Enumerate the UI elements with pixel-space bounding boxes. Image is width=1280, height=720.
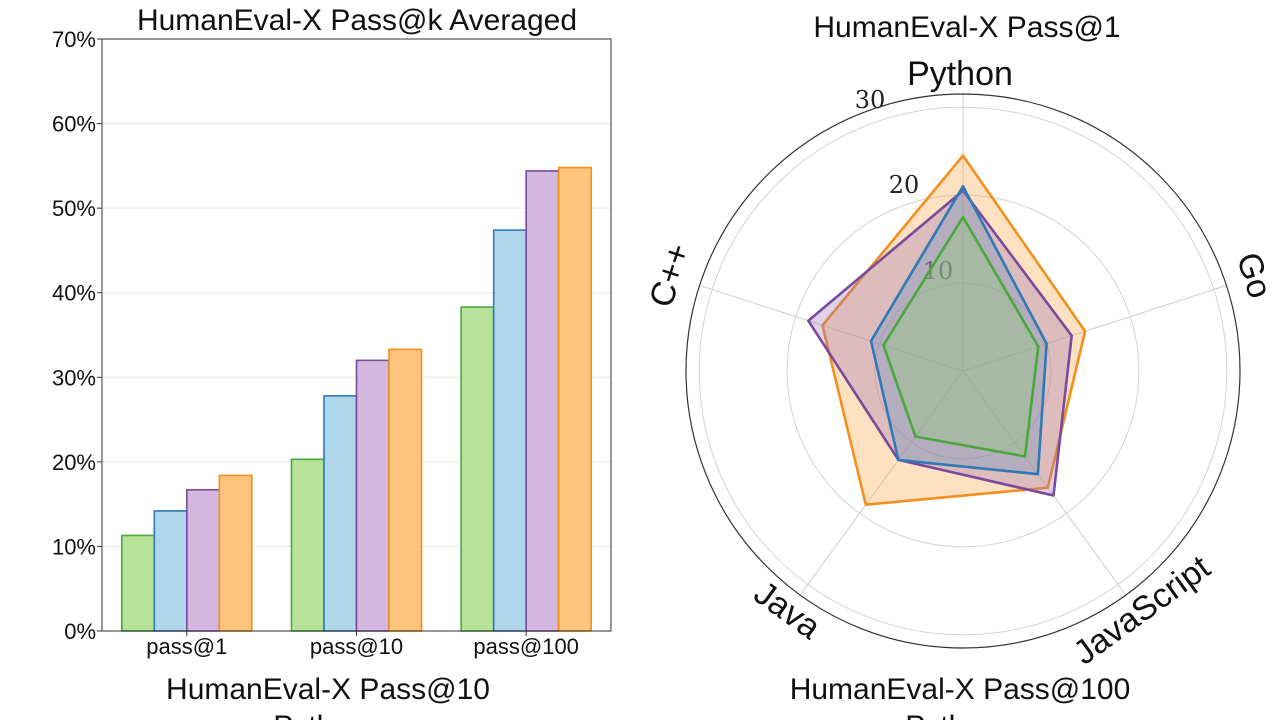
radar-chart: HumanEval-X Pass@1 10 20 30 Python Go JavaSc… [642, 11, 1279, 720]
bar [557, 166, 592, 632]
bar-y-axis: 0% 10% 20% 30% 40% 50% 60% 70% [52, 27, 102, 644]
radar-axis-label: Go [1229, 248, 1279, 303]
left-caption-subtitle: Python [273, 710, 366, 720]
bar [153, 510, 188, 632]
radar-tick-label: 30 [855, 86, 886, 114]
bar-x-axis: pass@1 pass@10 pass@100 [146, 631, 579, 659]
radar-tick-label: 10 [923, 257, 954, 285]
bar [323, 395, 358, 632]
y-tick-label: 20% [52, 450, 96, 475]
left-caption-title: HumanEval-X Pass@10 [166, 673, 490, 706]
radar-chart-title: HumanEval-X Pass@1 [813, 11, 1120, 44]
bar [525, 170, 560, 632]
y-tick-label: 60% [52, 112, 96, 137]
radar-series-area [882, 215, 1040, 458]
x-tick-label: pass@100 [473, 634, 579, 659]
radar-axis-label: C++ [642, 239, 698, 312]
radar-spoke [962, 284, 1227, 372]
x-tick-label: pass@1 [146, 634, 227, 659]
bar [290, 458, 325, 632]
radar-spoke [699, 284, 964, 372]
right-caption-subtitle: Python [905, 710, 998, 720]
y-tick-label: 50% [52, 196, 96, 221]
bar-chart: HumanEval-X Pass@k Averaged 0% 10% 20% 30% 4… [52, 4, 612, 720]
radar-outer-frame [685, 93, 1241, 649]
y-tick-label: 40% [52, 281, 96, 306]
radar-series [806, 154, 1087, 507]
bar [355, 359, 390, 632]
y-tick-label: 10% [52, 534, 96, 559]
y-tick-label: 30% [52, 365, 96, 390]
bar [218, 474, 253, 632]
bar [460, 306, 495, 632]
radar-tick-label: 20 [889, 171, 920, 199]
radar-grid: 10 20 30 [685, 86, 1241, 649]
bar [388, 348, 423, 632]
y-tick-label: 0% [64, 619, 96, 644]
radar-series-area [869, 185, 1048, 476]
radar-axis-label: JavaScript [1066, 548, 1217, 672]
right-caption-title: HumanEval-X Pass@100 [790, 673, 1131, 706]
bar [121, 534, 156, 632]
y-tick-label: 70% [52, 27, 96, 52]
radar-axis-label: Python [907, 55, 1013, 93]
bar-chart-title: HumanEval-X Pass@k Averaged [137, 4, 577, 37]
x-tick-label: pass@10 [310, 634, 403, 659]
bar [492, 229, 527, 632]
bar [186, 488, 221, 632]
radar-spoke [799, 370, 964, 596]
bar-series [121, 166, 592, 632]
radar-spoke [962, 370, 1127, 596]
